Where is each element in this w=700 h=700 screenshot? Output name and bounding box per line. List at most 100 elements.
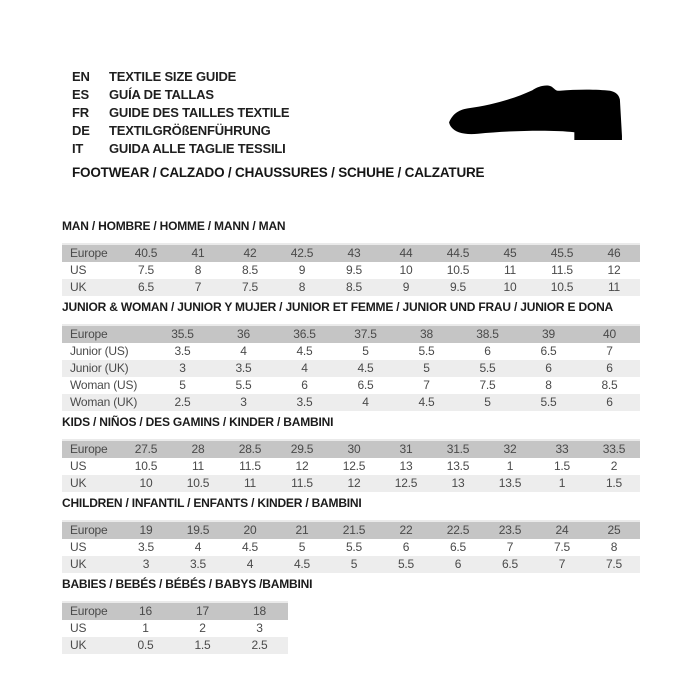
table-row: US 7.5 8 8.5 9 9.5 10 10.5 11 11.5 12	[62, 262, 640, 279]
size-cell: 7.5	[479, 378, 496, 392]
size-cell: 6.5	[120, 279, 172, 296]
row-label: Europe	[62, 602, 117, 620]
size-cell: 6	[484, 344, 491, 358]
row-label: US	[70, 621, 87, 635]
language-label: GUIDE DES TAILLES TEXTILE	[109, 105, 290, 120]
size-tables: MAN / HOMBRE / HOMME / MANN / MAN Europe 4…	[62, 220, 640, 654]
size-cell: 24	[536, 521, 588, 539]
size-cell: 7	[423, 378, 430, 392]
size-cell: 1	[142, 621, 149, 635]
size-cell: 6	[402, 540, 410, 554]
size-cell: 10.5	[134, 459, 158, 473]
size-cell: 5	[179, 378, 186, 392]
size-cell: 1.5	[588, 475, 640, 492]
language-code: ES	[72, 87, 89, 102]
size-cell: 1	[506, 459, 514, 473]
language-code: IT	[72, 141, 84, 156]
size-cell: 5	[328, 556, 380, 573]
row-label: UK	[62, 637, 117, 654]
size-cell: 12.5	[342, 459, 366, 473]
size-cell: 3	[120, 556, 172, 573]
size-cell: 6.5	[484, 556, 536, 573]
size-cell: 10.5	[172, 475, 224, 492]
size-cell: 5.5	[518, 394, 579, 411]
size-cell: 7.5	[588, 556, 640, 573]
size-cell: 17	[174, 602, 231, 620]
size-cell: 10.5	[536, 279, 588, 296]
size-cell: 32	[484, 440, 536, 458]
table-row: Europe 40.5 41 42 42.5 43 44 44.5 45 45.5 46	[62, 244, 640, 262]
size-cell: 33.5	[588, 440, 640, 458]
table-row: UK 3 3.5 4 4.5 5 5.5 6 6.5 7 7.5	[62, 556, 640, 573]
size-cell: 3	[213, 394, 274, 411]
row-label: Europe	[62, 244, 120, 262]
size-cell: 2	[610, 459, 618, 473]
row-label: UK	[62, 475, 120, 492]
size-cell: 9.5	[432, 279, 484, 296]
size-cell: 11	[191, 459, 205, 473]
size-cell: 41	[172, 244, 224, 262]
category-heading: FOOTWEAR / CALZADO / CHAUSSURES / SCHUHE…	[72, 165, 485, 180]
section-title-man: MAN / HOMBRE / HOMME / MANN / MAN	[62, 219, 286, 233]
size-cell: 29.5	[276, 440, 328, 458]
size-cell: 11	[588, 279, 640, 296]
table-row: US 3.5 4 4.5 5 5.5 6 6.5 7 7.5 8	[62, 539, 640, 556]
size-cell: 36	[213, 325, 274, 343]
size-cell: 8	[194, 263, 202, 277]
size-cell: 46	[588, 244, 640, 262]
size-cell: 10.5	[446, 263, 470, 277]
size-cell: 42	[224, 244, 276, 262]
size-cell: 7	[536, 556, 588, 573]
size-cell: 2.5	[231, 637, 288, 654]
size-cell: 2	[199, 621, 206, 635]
table-row: Europe 16 17 18	[62, 602, 288, 620]
size-cell: 1	[536, 475, 588, 492]
size-cell: 44	[380, 244, 432, 262]
size-section-children: CHILDREN / INFANTIL / ENFANTS / KINDER /…	[62, 497, 640, 573]
size-cell: 38.5	[457, 325, 518, 343]
size-cell: 3.5	[137, 540, 155, 554]
row-label: Europe	[62, 440, 120, 458]
size-cell: 9.5	[345, 263, 363, 277]
row-label: Woman (US)	[70, 378, 138, 392]
size-cell: 31.5	[432, 440, 484, 458]
size-cell: 1.5	[174, 637, 231, 654]
size-cell: 45.5	[536, 244, 588, 262]
size-cell: 5	[396, 360, 457, 377]
size-cell: 4.5	[335, 360, 396, 377]
row-label: US	[70, 540, 87, 554]
size-cell: 6	[518, 360, 579, 377]
table-row: Europe 19 19.5 20 21 21.5 22 22.5 23.5 24 25	[62, 521, 640, 539]
size-cell: 6	[432, 556, 484, 573]
size-cell: 40	[579, 325, 640, 343]
size-cell: 11.5	[239, 459, 261, 473]
row-label: Junior (US)	[70, 344, 129, 358]
language-code: FR	[72, 105, 89, 120]
size-cell: 21.5	[328, 521, 380, 539]
size-cell: 25	[588, 521, 640, 539]
table-row: Junior (US) 3.5 4 4.5 5 5.5 6 6.5 7	[62, 343, 640, 360]
size-cell: 38	[396, 325, 457, 343]
size-cell: 31	[380, 440, 432, 458]
size-cell: 4	[240, 344, 247, 358]
size-table-junior-woman: Europe 35.5 36 36.5 37.5 38 38.5 39 40 Junior (US…	[62, 324, 640, 411]
row-label: US	[70, 459, 87, 473]
size-table-man: Europe 40.5 41 42 42.5 43 44 44.5 45 45.5 46 US 7.5 8…	[62, 243, 640, 296]
size-cell: 4	[274, 360, 335, 377]
size-cell: 13	[399, 459, 413, 473]
language-label: GUIDA ALLE TAGLIE TESSILI	[109, 141, 286, 156]
size-cell: 8	[610, 540, 618, 554]
language-row-fr: FR GUIDE DES TAILLES TEXTILE	[72, 104, 640, 122]
size-cell: 13.5	[484, 475, 536, 492]
size-cell: 5.5	[380, 556, 432, 573]
size-cell: 4	[335, 394, 396, 411]
size-cell: 3	[256, 621, 263, 635]
size-cell: 28.5	[224, 440, 276, 458]
size-cell: 12	[328, 475, 380, 492]
row-label: Europe	[62, 521, 120, 539]
size-cell: 3.5	[213, 360, 274, 377]
size-section-junior-woman: JUNIOR & WOMAN / JUNIOR Y MUJER / JUNIOR…	[62, 301, 640, 411]
size-cell: 7	[606, 344, 613, 358]
size-cell: 2.5	[152, 394, 213, 411]
